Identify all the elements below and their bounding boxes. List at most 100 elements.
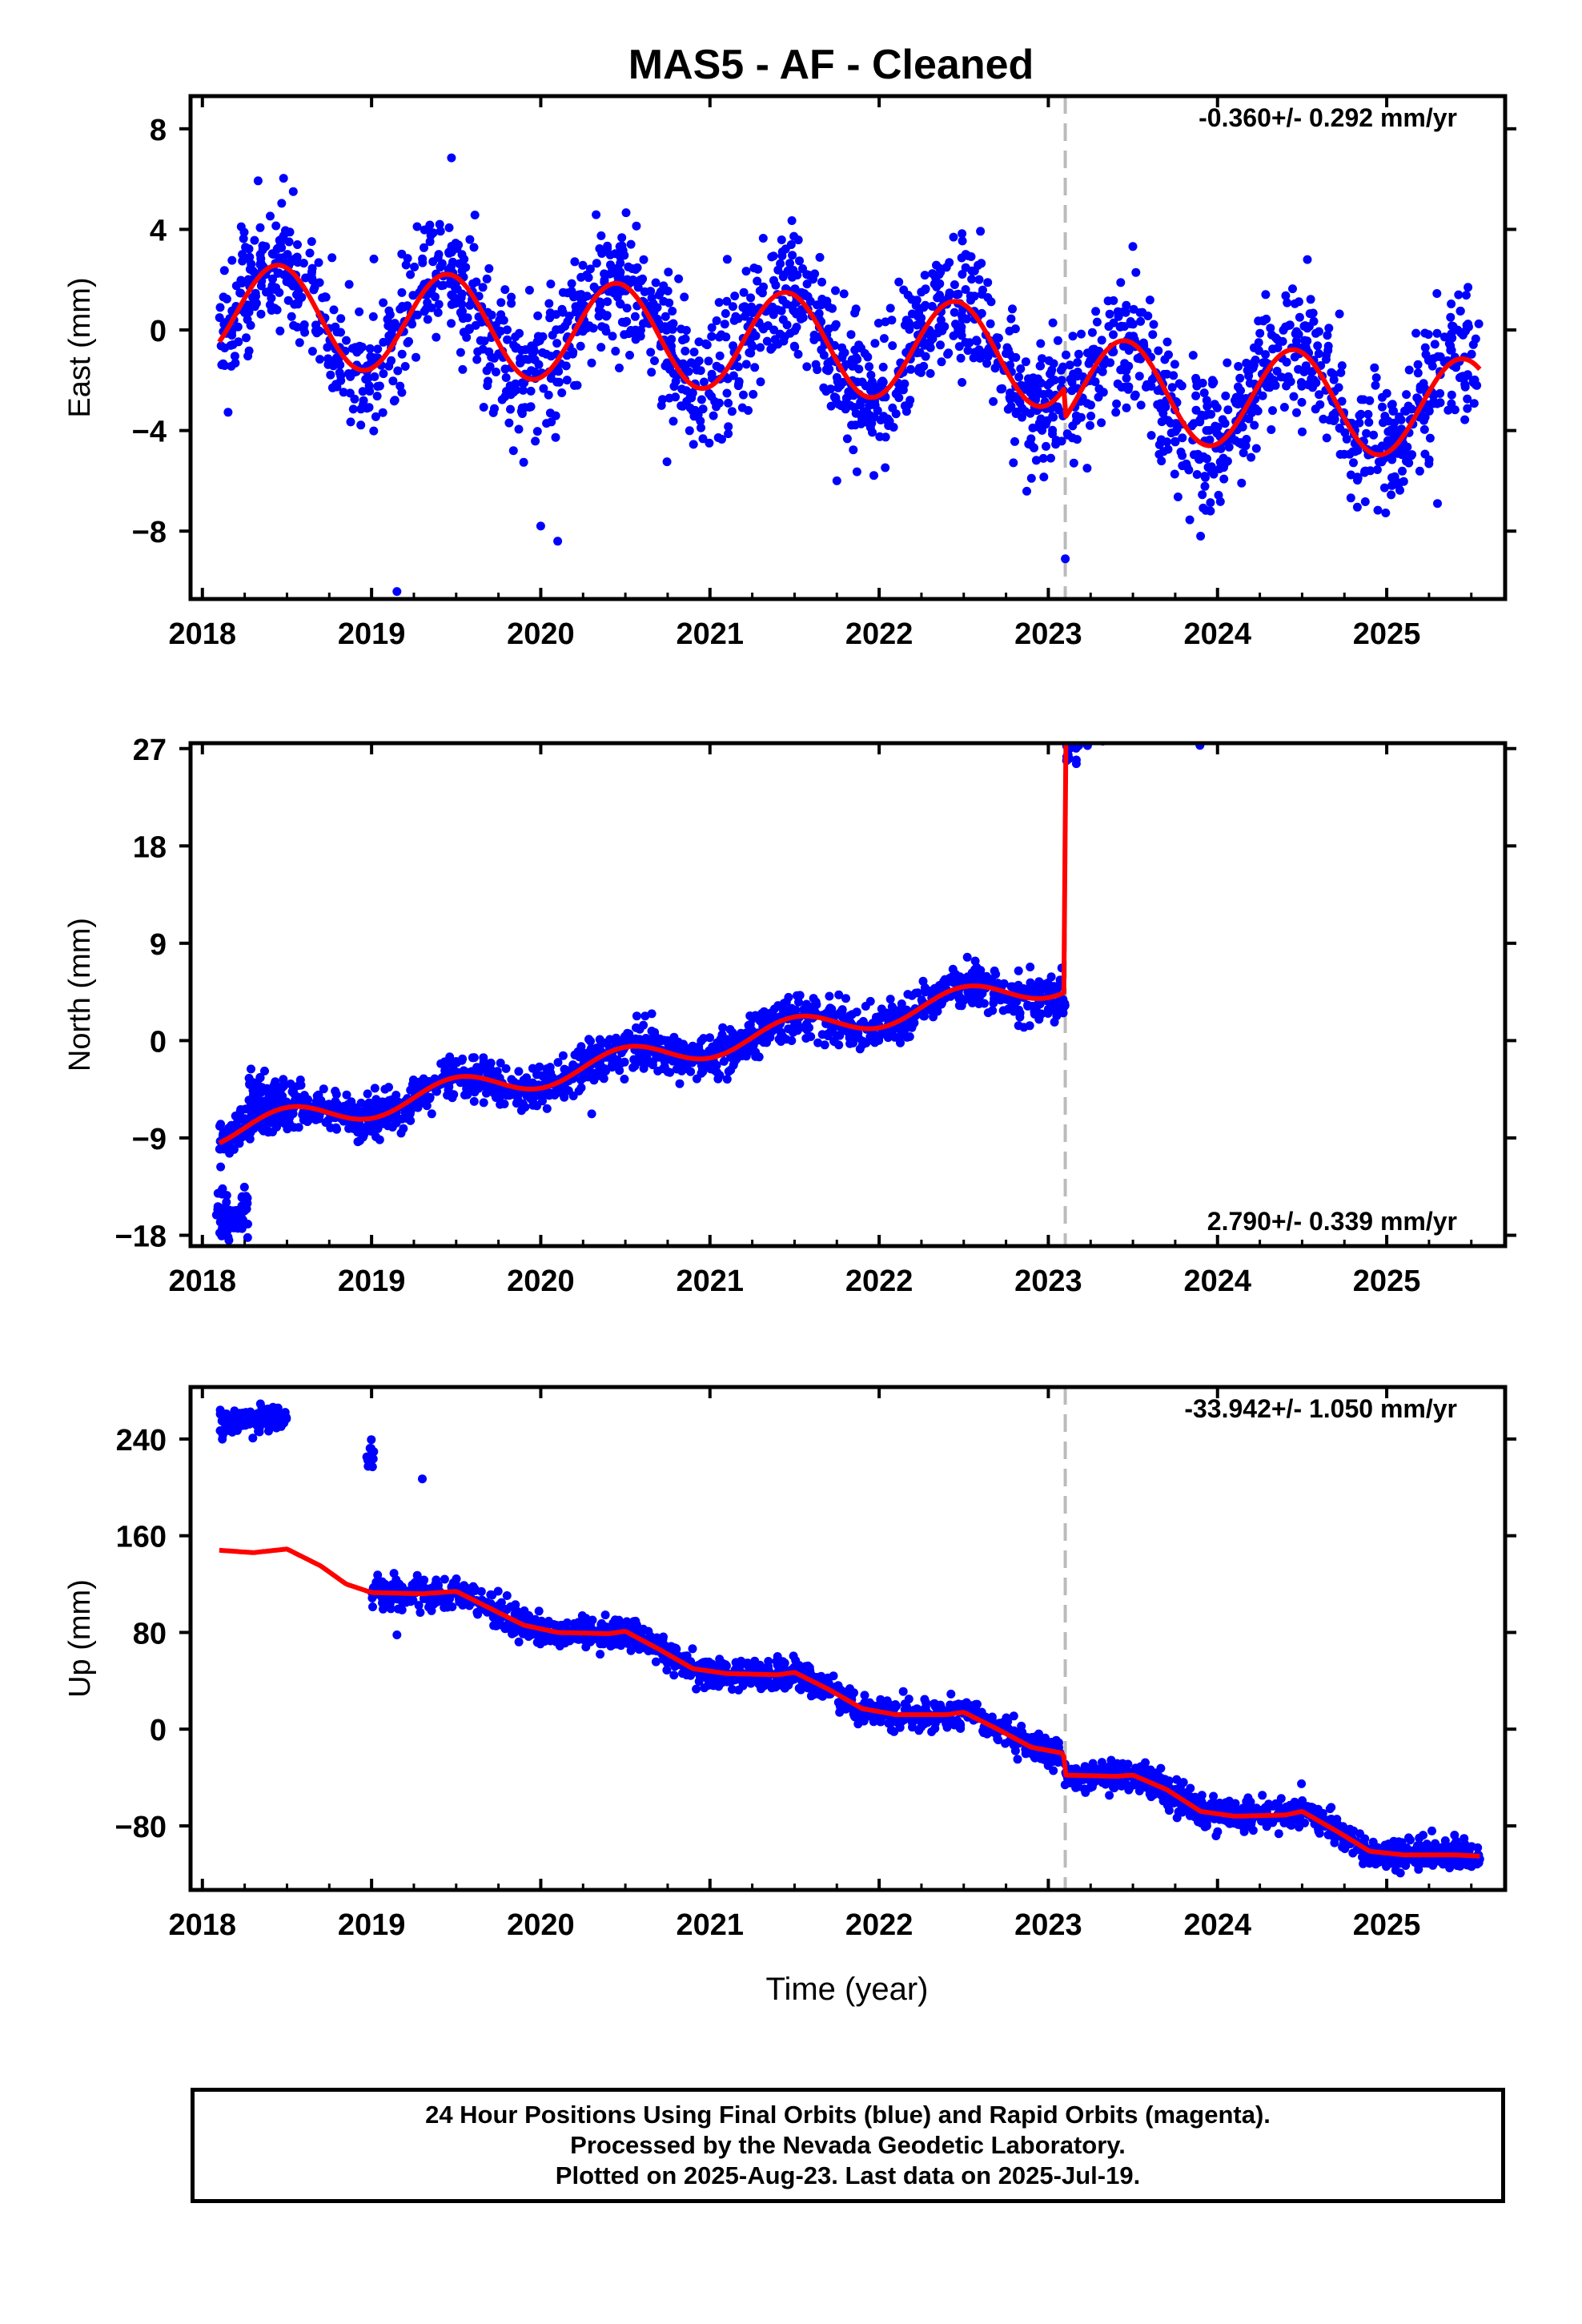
up-plot-area — [215, 1387, 1484, 1890]
data-point — [371, 412, 380, 421]
data-point — [831, 393, 841, 402]
data-point — [457, 289, 467, 299]
data-point — [685, 404, 695, 412]
data-point — [1270, 688, 1279, 697]
data-point — [1082, 464, 1092, 473]
data-point — [457, 1055, 467, 1065]
data-point — [1034, 999, 1042, 1009]
data-point — [1212, 428, 1222, 438]
data-point — [1317, 662, 1326, 671]
data-point — [479, 1098, 488, 1108]
data-point — [1459, 626, 1468, 635]
data-point — [1172, 691, 1181, 700]
data-point — [518, 378, 528, 388]
data-point — [1391, 661, 1399, 670]
data-point — [1275, 677, 1283, 686]
data-point — [1082, 723, 1090, 732]
data-point — [1406, 652, 1415, 661]
data-point — [1335, 681, 1344, 690]
data-point — [677, 384, 687, 394]
data-point — [1373, 686, 1382, 695]
data-point — [220, 361, 230, 370]
data-point — [1371, 672, 1379, 681]
data-point — [1154, 346, 1163, 356]
data-point — [1116, 278, 1126, 287]
data-point — [1382, 388, 1391, 398]
data-point — [714, 398, 724, 408]
data-point — [359, 396, 368, 405]
data-point — [894, 393, 904, 403]
data-point — [674, 274, 684, 283]
data-point — [669, 416, 678, 426]
data-point — [1090, 377, 1100, 387]
data-point — [625, 351, 634, 360]
x-tick-label: 2023 — [1014, 1265, 1082, 1298]
data-point — [1150, 694, 1158, 702]
data-point — [1291, 680, 1299, 689]
data-point — [1374, 662, 1383, 671]
data-point — [528, 1100, 538, 1110]
data-point — [1345, 682, 1354, 690]
data-point — [1350, 682, 1359, 691]
data-point — [679, 1045, 689, 1055]
data-point — [482, 1088, 491, 1098]
data-point — [582, 270, 592, 279]
data-point — [353, 1119, 363, 1128]
data-point — [1150, 688, 1159, 697]
data-point — [1360, 699, 1369, 708]
data-point — [882, 416, 892, 425]
data-point — [1239, 707, 1247, 716]
data-point — [918, 976, 928, 986]
data-point — [1094, 705, 1103, 714]
data-point — [1362, 671, 1371, 680]
data-point — [1314, 327, 1323, 336]
data-point — [1371, 373, 1381, 383]
data-point — [1255, 685, 1264, 694]
data-point — [279, 174, 288, 183]
data-point — [1358, 670, 1367, 679]
data-point — [1424, 654, 1433, 663]
data-point — [1146, 717, 1154, 726]
data-point — [766, 344, 776, 354]
data-point — [817, 277, 826, 287]
data-point — [1255, 690, 1263, 699]
data-point — [277, 235, 287, 244]
data-point — [1090, 709, 1098, 718]
data-point — [1379, 677, 1387, 686]
data-point — [1086, 695, 1095, 704]
data-point — [472, 355, 482, 364]
data-point — [1357, 661, 1366, 670]
data-point — [1313, 664, 1322, 673]
data-point — [861, 1002, 870, 1011]
data-point — [524, 355, 533, 364]
data-point — [977, 259, 986, 268]
data-point — [255, 1072, 265, 1082]
data-point — [447, 153, 456, 163]
data-point — [881, 1008, 891, 1018]
data-point — [271, 1116, 280, 1126]
data-point — [1134, 699, 1143, 708]
data-point — [1252, 406, 1262, 416]
data-point — [663, 286, 673, 296]
data-point — [357, 342, 367, 352]
data-point — [469, 1053, 479, 1063]
data-point — [496, 298, 506, 308]
data-point — [1082, 699, 1091, 708]
data-point — [509, 1090, 519, 1100]
data-point — [387, 356, 396, 365]
data-point — [1335, 684, 1343, 693]
data-point — [876, 416, 885, 424]
data-point — [1393, 694, 1402, 703]
data-point — [600, 1610, 610, 1620]
data-point — [1261, 669, 1270, 678]
data-point — [1106, 358, 1115, 368]
data-point — [779, 336, 789, 346]
data-point — [1351, 447, 1360, 456]
data-point — [1110, 703, 1118, 712]
data-point — [1266, 696, 1275, 705]
data-point — [1464, 633, 1473, 641]
data-point — [1031, 392, 1041, 401]
data-point — [1311, 404, 1320, 414]
data-point — [1371, 669, 1379, 678]
